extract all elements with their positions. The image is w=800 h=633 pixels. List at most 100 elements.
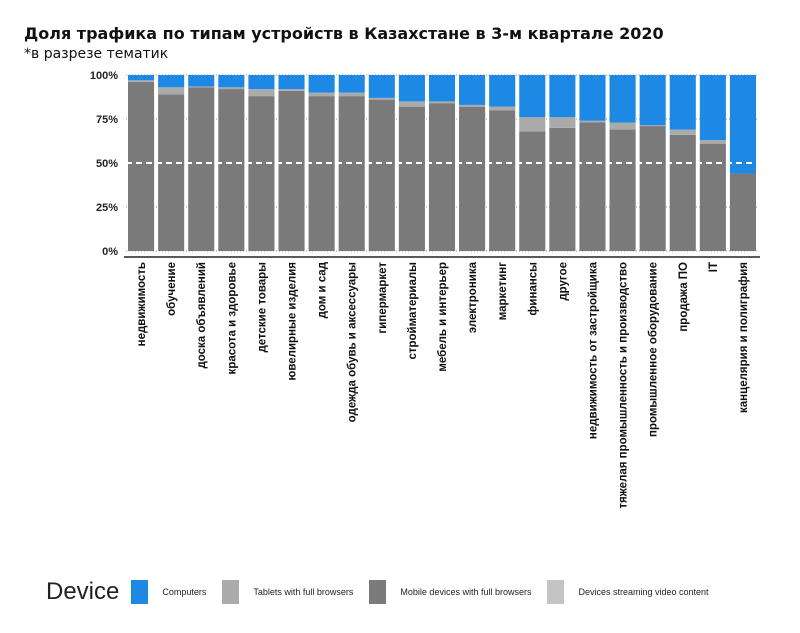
- bar-segment: [489, 75, 516, 107]
- bar-segment: [218, 75, 245, 88]
- x-tick-label: маркетинг: [497, 262, 509, 320]
- x-tick-label: электроника: [467, 261, 479, 333]
- y-tick-label: 100%: [90, 70, 118, 82]
- bar-segment: [398, 75, 425, 102]
- bar-segment: [308, 75, 335, 93]
- legend: Device Computers Tablets with full brows…: [46, 578, 725, 606]
- bar-segment: [459, 75, 486, 105]
- bar-segment: [579, 75, 606, 121]
- x-tick-label: канцелярия и полиграфия: [738, 262, 750, 413]
- x-tick-label: стройматериалы: [407, 262, 419, 360]
- bar-segment: [639, 125, 666, 127]
- legend-swatch: [547, 580, 565, 604]
- legend-label: Mobile devices with full browsers: [400, 587, 532, 597]
- bar-segment: [639, 126, 666, 251]
- bar-segment: [278, 90, 305, 251]
- bar-segment: [729, 173, 756, 251]
- bar-segment: [368, 99, 395, 251]
- bar-segment: [248, 96, 275, 252]
- bar-segment: [278, 89, 305, 91]
- legend-item-mobile: Mobile devices with full browsers: [369, 580, 531, 604]
- x-tick-label: гипермаркет: [377, 262, 389, 334]
- legend-swatch: [222, 580, 240, 604]
- bar-segment: [128, 80, 155, 83]
- bar-segment: [669, 75, 696, 130]
- bar-segment: [428, 75, 456, 102]
- bar-segment: [128, 82, 155, 251]
- x-tick-label: финансы: [527, 262, 539, 316]
- bar-segment: [639, 75, 666, 126]
- x-tick-label: дом и сад: [317, 261, 329, 318]
- bar-segment: [308, 92, 335, 97]
- x-tick-label: детские товары: [256, 262, 268, 353]
- bar-segment: [519, 117, 546, 132]
- bar-segment: [338, 96, 365, 252]
- bar-segment: [699, 75, 726, 141]
- bar-segment: [158, 87, 185, 95]
- legend-title: Device: [46, 578, 120, 605]
- bar-segment: [248, 89, 275, 97]
- bar-segment: [609, 122, 636, 130]
- chart-title: Доля трафика по типам устройств в Казахс…: [24, 24, 664, 43]
- legend-item-tablets: Tablets with full browsers: [222, 580, 353, 604]
- x-tick-label: одежда обувь и аксессуары: [347, 262, 359, 423]
- bar-segment: [669, 134, 696, 251]
- bar-segment: [428, 101, 456, 104]
- bar-segment: [218, 89, 245, 251]
- legend-swatch: [131, 580, 149, 604]
- x-tick-label: промышленное оборудование: [648, 262, 660, 437]
- x-tick-label: другое: [557, 262, 569, 301]
- x-tick-label: доска объявлений: [196, 262, 208, 369]
- y-tick-label: 25%: [96, 202, 118, 214]
- y-tick-label: 0%: [102, 246, 118, 258]
- bar-segment: [128, 75, 155, 81]
- x-tick-label: IT: [708, 262, 720, 272]
- legend-item-streaming: Devices streaming video content: [547, 580, 709, 604]
- bar-segment: [609, 75, 636, 123]
- y-tick-label: 50%: [96, 158, 118, 170]
- legend-item-computers: Computers: [131, 580, 206, 604]
- bar-segment: [248, 75, 275, 90]
- chart-subtitle: *в разрезе тематик: [24, 46, 169, 62]
- x-tick-label: обучение: [166, 262, 178, 316]
- legend-label: Computers: [162, 587, 207, 597]
- bar-segment: [398, 101, 425, 107]
- bar-segment: [428, 103, 456, 251]
- bar-segment: [609, 129, 636, 251]
- bar-segment: [338, 75, 365, 93]
- stacked-bar-chart: 0% 25% 50% 75% 100% недвижимость обучение доска…: [90, 70, 760, 509]
- bar-segment: [158, 94, 185, 251]
- bar-segment: [579, 122, 606, 252]
- bar-segment: [489, 110, 516, 251]
- bar-segment: [188, 75, 215, 87]
- x-tick-label: тяжелая промышленность и производство: [618, 262, 630, 509]
- bar-segment: [549, 127, 576, 251]
- bar-segment: [579, 120, 606, 123]
- x-tick-label: недвижимость: [136, 262, 148, 346]
- bar-segment: [699, 143, 726, 251]
- bar-segment: [699, 140, 726, 144]
- bar-segment: [368, 75, 395, 98]
- bar-segment: [519, 131, 546, 251]
- x-tick-label: красота и здоровье: [226, 262, 238, 374]
- x-tick-label: ювелирные изделия: [287, 262, 299, 380]
- bar-segment: [398, 106, 425, 252]
- legend-swatch: [369, 580, 387, 604]
- bar-segment: [338, 92, 365, 97]
- bar-segment: [729, 75, 756, 174]
- bar-segment: [188, 86, 215, 88]
- bar-segment: [519, 75, 546, 118]
- x-tick-label: продажа ПО: [678, 262, 690, 332]
- bar-segment: [278, 75, 305, 90]
- x-tick-label: недвижимость от застройщика: [587, 261, 599, 439]
- legend-label: Devices streaming video content: [578, 587, 709, 597]
- legend-label: Tablets with full browsers: [253, 587, 354, 597]
- x-tick-label: мебель и интерьер: [437, 262, 449, 372]
- bar-segment: [459, 104, 486, 107]
- bar-segment: [459, 106, 486, 252]
- bar-segment: [188, 87, 215, 251]
- y-tick-label: 75%: [96, 114, 118, 126]
- bar-segment: [549, 117, 576, 128]
- bar-segment: [549, 75, 576, 118]
- bar-segment: [368, 97, 395, 100]
